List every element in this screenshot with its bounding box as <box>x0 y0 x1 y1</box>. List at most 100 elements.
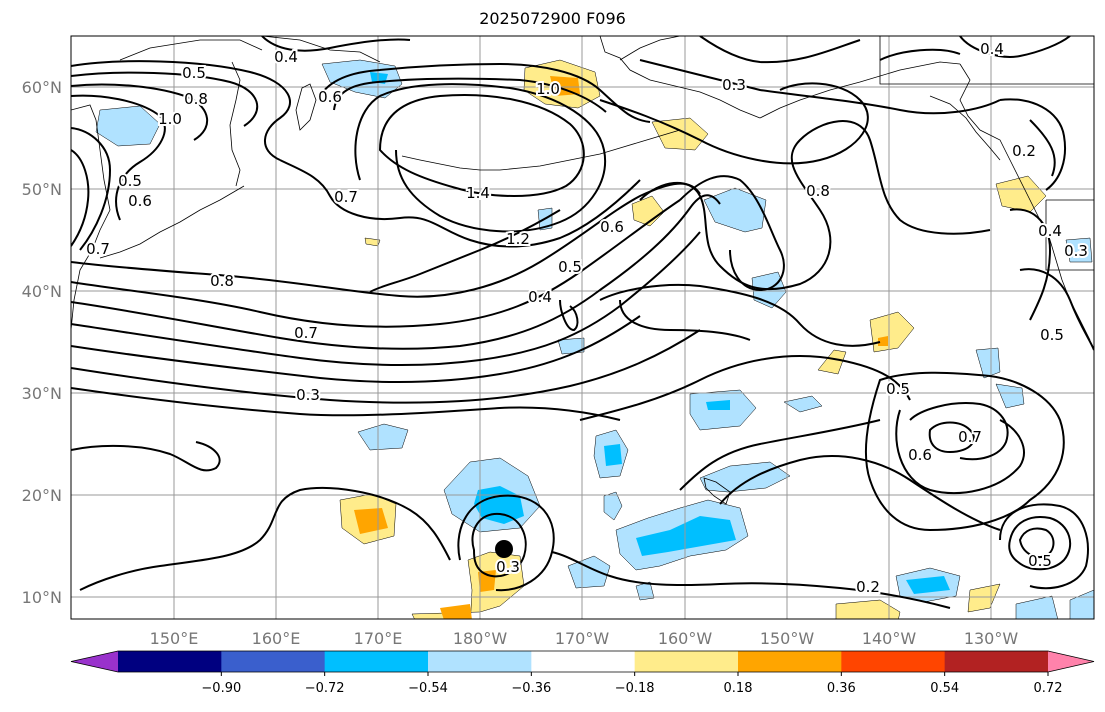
negative-anomaly-core <box>636 516 736 556</box>
negative-anomaly-patch <box>1065 237 1093 263</box>
latitude-labels: 60°N 50°N 40°N 30°N 20°N 10°N <box>22 78 62 607</box>
map-title: 2025072900 F096 <box>479 9 626 28</box>
negative-anomaly-core <box>604 444 622 466</box>
colorbar-tick-label: 0.36 <box>827 681 856 696</box>
colorbar-swatch <box>841 651 946 672</box>
negative-anomaly-patch <box>703 187 767 233</box>
positive-anomaly-core <box>440 604 472 619</box>
contour-label: 0.6 <box>318 88 342 106</box>
contour-lines <box>71 36 1094 609</box>
lon-label: 150°E <box>150 629 199 648</box>
contour-label: 1.0 <box>536 80 560 98</box>
contour-label: 0.8 <box>210 272 234 290</box>
negative-anomaly-patch <box>603 491 623 521</box>
colorbar-tick-label: −0.36 <box>511 681 551 696</box>
contour-label: 0.5 <box>118 172 142 190</box>
colorbar-tick-label: −0.54 <box>408 681 448 696</box>
contour-label: 0.8 <box>184 90 208 108</box>
contour-label: 0.7 <box>86 240 110 258</box>
contour-label: 1.4 <box>466 184 490 202</box>
positive-anomaly-patch <box>817 349 847 375</box>
map-frame <box>70 35 1095 620</box>
lat-label: 60°N <box>22 78 62 97</box>
positive-anomaly-core <box>478 570 496 592</box>
contour-label: 0.7 <box>294 324 318 342</box>
contour-label: 0.7 <box>958 428 982 446</box>
contour-label: 1.2 <box>506 230 530 248</box>
colorbar-tick-label: −0.90 <box>201 681 241 696</box>
lat-label: 20°N <box>22 486 62 505</box>
contour-label: 0.4 <box>528 288 552 306</box>
lon-label: 170°W <box>555 629 610 648</box>
lat-label: 10°N <box>22 588 62 607</box>
contour-label: 0.4 <box>274 48 298 66</box>
lon-label: 160°E <box>252 629 301 648</box>
contour-label: 0.5 <box>886 380 910 398</box>
lon-label: 150°W <box>760 629 815 648</box>
colorbar-swatch <box>944 651 1049 672</box>
colorbar-swatch <box>428 651 532 672</box>
colorbar-extend-high <box>1048 651 1094 672</box>
negative-anomaly-patch <box>783 395 823 413</box>
contour-label: 0.8 <box>806 182 830 200</box>
contour-label: 0.5 <box>182 64 206 82</box>
lon-label: 170°E <box>354 629 403 648</box>
colorbar-swatch <box>221 651 326 672</box>
negative-anomaly-patch <box>357 423 409 451</box>
negative-anomaly-core <box>706 400 730 410</box>
colorbar-swatch <box>118 651 222 672</box>
lat-label: 40°N <box>22 282 62 301</box>
contour-label-layer: 0.4 0.4 0.5 0.8 1.0 0.5 0.6 0.7 0.7 1.0 … <box>84 38 1090 598</box>
colorbar-tick-label: 0.72 <box>1034 681 1063 696</box>
colorbar: −0.90 −0.72 −0.54 −0.36 −0.18 0.18 0.36 0.54 0.7… <box>70 650 1095 696</box>
lon-label: 180°W <box>453 629 508 648</box>
colorbar-tick-label: −0.72 <box>305 681 345 696</box>
colorbar-swatch <box>634 651 739 672</box>
longitude-labels: 150°E 160°E 170°E 180°W 170°W 160°W 150°… <box>150 629 1019 648</box>
colorbar-outline <box>70 650 1095 673</box>
lon-label: 130°W <box>964 629 1019 648</box>
contour-label: 0.7 <box>334 188 358 206</box>
contour-label: 0.6 <box>128 192 152 210</box>
coastlines <box>71 36 1094 505</box>
lat-label: 50°N <box>22 180 62 199</box>
lon-label: 160°W <box>658 629 713 648</box>
contour-label: 0.2 <box>856 578 880 596</box>
contour-label: 0.6 <box>600 218 624 236</box>
colorbar-tick-label: 0.18 <box>724 681 753 696</box>
contour-label: 0.3 <box>296 386 320 404</box>
negative-anomaly-patch <box>1015 595 1059 619</box>
lon-label: 140°W <box>862 629 917 648</box>
positive-anomaly-core <box>878 336 888 346</box>
positive-anomaly-patch <box>995 175 1047 213</box>
contour-label: 0.5 <box>1040 326 1064 344</box>
colorbar-swatch <box>531 651 636 672</box>
positive-anomaly-patch <box>967 583 1001 613</box>
negative-anomaly-patch <box>699 461 791 493</box>
positive-anomaly-core <box>354 508 388 534</box>
contour-label: 0.2 <box>1012 142 1036 160</box>
positive-anomaly-core <box>550 76 580 96</box>
contour-label: 0.4 <box>980 40 1004 58</box>
colorbar-tick-label: 0.54 <box>930 681 959 696</box>
contour-label: 0.3 <box>496 558 520 576</box>
negative-anomaly-patch <box>995 383 1025 409</box>
contour-label: 1.0 <box>158 110 182 128</box>
contour-label: 0.6 <box>908 446 932 464</box>
contour-label: 0.3 <box>1064 242 1088 260</box>
contour-label: 0.5 <box>1028 552 1052 570</box>
positive-anomaly-patch <box>631 195 665 227</box>
colorbar-swatch <box>324 651 429 672</box>
negative-anomaly-core <box>906 576 950 594</box>
storm-center-marker <box>495 540 513 558</box>
positive-anomaly-patch <box>835 599 901 619</box>
colorbar-tick-label: −0.18 <box>615 681 655 696</box>
contour-label: 0.4 <box>1038 222 1062 240</box>
positive-anomaly-patch <box>651 117 709 151</box>
contour-label: 0.5 <box>558 258 582 276</box>
colorbar-swatch <box>738 651 842 672</box>
contour-label: 0.3 <box>722 76 746 94</box>
colorbar-extend-low <box>71 651 118 672</box>
lat-label: 30°N <box>22 384 62 403</box>
